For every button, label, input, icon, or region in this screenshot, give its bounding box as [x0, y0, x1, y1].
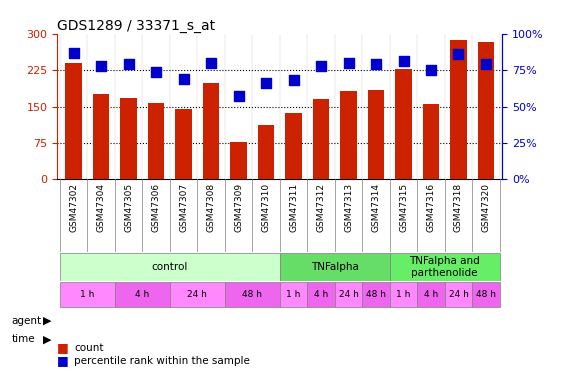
Bar: [451, 40, 467, 179]
Text: time: time: [11, 334, 35, 344]
Point: [207, 60, 216, 66]
Text: GSM47313: GSM47313: [344, 183, 353, 232]
Text: percentile rank within the sample: percentile rank within the sample: [74, 356, 250, 366]
FancyBboxPatch shape: [60, 282, 115, 307]
Text: 24 h: 24 h: [339, 290, 359, 299]
Text: GSM47315: GSM47315: [399, 183, 408, 232]
Text: GSM47304: GSM47304: [96, 183, 106, 232]
Text: 4 h: 4 h: [424, 290, 438, 299]
Point: [151, 69, 160, 75]
Text: ▶: ▶: [43, 316, 51, 326]
FancyBboxPatch shape: [417, 282, 445, 307]
Text: 1 h: 1 h: [396, 290, 411, 299]
Text: 48 h: 48 h: [476, 290, 496, 299]
Point: [399, 58, 408, 64]
Text: count: count: [74, 343, 104, 352]
Text: GSM47307: GSM47307: [179, 183, 188, 232]
Point: [96, 63, 106, 69]
Bar: [313, 99, 329, 179]
Point: [179, 76, 188, 82]
Bar: [148, 103, 164, 179]
FancyBboxPatch shape: [170, 282, 225, 307]
Bar: [368, 90, 384, 179]
FancyBboxPatch shape: [390, 253, 500, 281]
Text: agent: agent: [11, 316, 42, 326]
Text: control: control: [152, 262, 188, 272]
FancyBboxPatch shape: [362, 282, 390, 307]
Point: [481, 62, 490, 68]
Text: GSM47310: GSM47310: [262, 183, 271, 232]
Point: [69, 50, 78, 55]
Text: GSM47309: GSM47309: [234, 183, 243, 232]
FancyBboxPatch shape: [280, 282, 307, 307]
Text: GSM47311: GSM47311: [289, 183, 298, 232]
FancyBboxPatch shape: [115, 282, 170, 307]
Text: GSM47314: GSM47314: [372, 183, 380, 232]
Point: [262, 80, 271, 86]
Point: [316, 63, 325, 69]
Bar: [423, 104, 439, 179]
Text: 4 h: 4 h: [135, 290, 150, 299]
Point: [427, 67, 436, 73]
Bar: [340, 90, 357, 179]
FancyBboxPatch shape: [472, 282, 500, 307]
Text: TNFalpha: TNFalpha: [311, 262, 359, 272]
Text: 24 h: 24 h: [187, 290, 207, 299]
Text: GSM47305: GSM47305: [124, 183, 133, 232]
Text: 48 h: 48 h: [366, 290, 386, 299]
Bar: [258, 125, 274, 179]
Point: [289, 77, 298, 83]
Text: ■: ■: [57, 354, 69, 367]
Text: GSM47320: GSM47320: [481, 183, 490, 232]
Bar: [120, 98, 137, 179]
Point: [344, 60, 353, 66]
FancyBboxPatch shape: [390, 282, 417, 307]
Text: 4 h: 4 h: [314, 290, 328, 299]
Bar: [230, 141, 247, 179]
Text: GSM47302: GSM47302: [69, 183, 78, 232]
Bar: [286, 113, 302, 179]
Text: 1 h: 1 h: [286, 290, 301, 299]
Point: [234, 93, 243, 99]
Text: 48 h: 48 h: [242, 290, 262, 299]
Text: 1 h: 1 h: [80, 290, 95, 299]
Bar: [65, 63, 82, 179]
Text: GDS1289 / 33371_s_at: GDS1289 / 33371_s_at: [57, 19, 215, 33]
FancyBboxPatch shape: [335, 282, 362, 307]
Point: [454, 51, 463, 57]
FancyBboxPatch shape: [60, 253, 280, 281]
Text: GSM47306: GSM47306: [151, 183, 160, 232]
Text: ■: ■: [57, 340, 69, 354]
Text: GSM47316: GSM47316: [427, 183, 436, 232]
Bar: [478, 42, 494, 179]
Bar: [203, 83, 219, 179]
Text: GSM47308: GSM47308: [207, 183, 216, 232]
FancyBboxPatch shape: [307, 282, 335, 307]
FancyBboxPatch shape: [225, 282, 280, 307]
Bar: [395, 69, 412, 179]
Point: [372, 62, 381, 68]
Point: [124, 62, 133, 68]
Text: TNFalpha and
parthenolide: TNFalpha and parthenolide: [409, 256, 480, 278]
Text: GSM47318: GSM47318: [454, 183, 463, 232]
Text: GSM47312: GSM47312: [316, 183, 325, 232]
Bar: [93, 94, 109, 179]
FancyBboxPatch shape: [445, 282, 472, 307]
FancyBboxPatch shape: [280, 253, 390, 281]
Text: ▶: ▶: [43, 334, 51, 344]
Bar: [175, 109, 192, 179]
Text: 24 h: 24 h: [449, 290, 468, 299]
